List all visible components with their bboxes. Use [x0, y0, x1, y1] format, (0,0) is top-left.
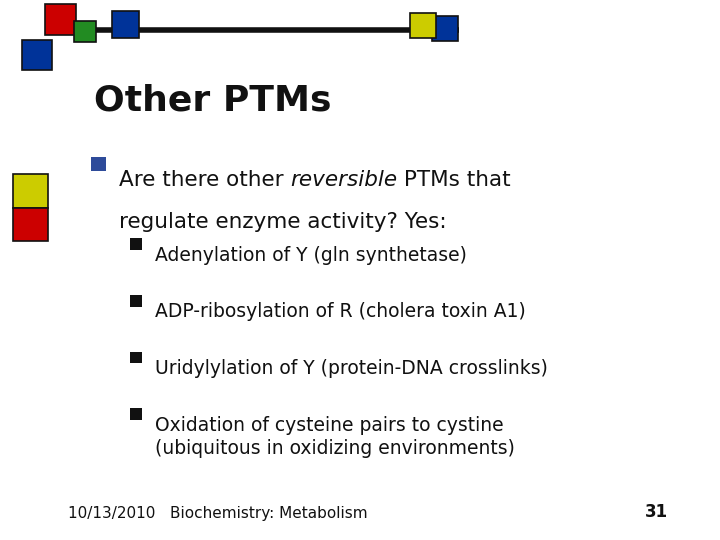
Text: Other PTMs: Other PTMs	[94, 84, 331, 118]
Bar	[91, 157, 106, 171]
Bar	[130, 352, 142, 363]
Text: regulate enzyme activity? Yes:: regulate enzyme activity? Yes:	[119, 212, 446, 232]
Bar	[22, 40, 52, 70]
Text: 10/13/2010   Biochemistry: Metabolism: 10/13/2010 Biochemistry: Metabolism	[68, 506, 368, 521]
Bar	[112, 11, 139, 38]
Text: reversible: reversible	[290, 170, 397, 190]
Text: Adenylation of Y (gln synthetase): Adenylation of Y (gln synthetase)	[155, 246, 467, 265]
Text: ADP-ribosylation of R (cholera toxin A1): ADP-ribosylation of R (cholera toxin A1)	[155, 302, 526, 321]
Bar	[410, 13, 436, 38]
Text: PTMs that: PTMs that	[397, 170, 511, 190]
Bar	[13, 174, 48, 208]
Text: Uridylylation of Y (protein-DNA crosslinks): Uridylylation of Y (protein-DNA crosslin…	[155, 359, 548, 378]
Bar	[130, 295, 142, 307]
Bar	[432, 16, 458, 41]
Text: Are there other: Are there other	[119, 170, 290, 190]
Text: 31: 31	[644, 503, 667, 521]
Bar	[13, 208, 48, 241]
Bar	[130, 408, 142, 420]
Bar	[130, 238, 142, 250]
Bar	[74, 21, 96, 42]
Bar	[45, 4, 76, 35]
Text: Oxidation of cysteine pairs to cystine
(ubiquitous in oxidizing environments): Oxidation of cysteine pairs to cystine (…	[155, 416, 515, 457]
